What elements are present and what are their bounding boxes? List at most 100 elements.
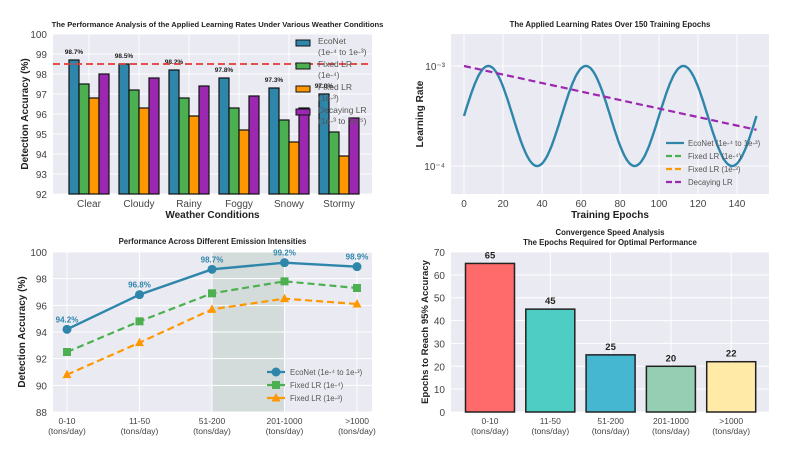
y-tick-label: 0 bbox=[439, 408, 445, 419]
data-label: 99.2% bbox=[273, 249, 296, 258]
legend-label: Fixed LR (1e-³) bbox=[318, 82, 352, 103]
data-point bbox=[352, 299, 362, 308]
bar bbox=[268, 87, 280, 195]
y-tick-label: 100 bbox=[30, 248, 47, 259]
y-tick-label: 88 bbox=[36, 408, 48, 419]
x-tick-label: Foggy bbox=[225, 199, 253, 210]
y-tick-label: 92 bbox=[36, 355, 48, 366]
data-point bbox=[135, 317, 144, 326]
x-tick-label: 0-10 (tons/day) bbox=[471, 416, 509, 436]
x-tick-label-line: (tons/day) bbox=[266, 426, 304, 436]
data-point bbox=[207, 304, 217, 313]
y-tick-label: 50 bbox=[434, 294, 446, 305]
y-tick-label: 94 bbox=[36, 328, 48, 339]
legend-label: Fixed LR (1e-⁴) bbox=[688, 152, 742, 161]
legend-label-line: Decaying LR bbox=[318, 105, 367, 115]
y-tick-label: 92 bbox=[36, 190, 48, 201]
legend: EcoNet (1e-⁴ to 1e-³) Fixed LR (1e-⁴) Fixe… bbox=[666, 139, 761, 187]
y-tick-label: 10⁻⁴ bbox=[424, 162, 445, 173]
data-label: 45 bbox=[545, 296, 556, 307]
legend-label-line: Fixed LR bbox=[318, 82, 352, 92]
y-tick-label: 10 bbox=[434, 385, 446, 396]
bar bbox=[148, 77, 160, 195]
bar bbox=[705, 360, 757, 413]
data-label: 98.7% bbox=[65, 49, 84, 56]
data-label: 65 bbox=[485, 250, 496, 261]
bar bbox=[128, 89, 140, 195]
bar bbox=[138, 107, 150, 195]
y-tick-label: 40 bbox=[434, 317, 446, 328]
data-label: 97.8% bbox=[215, 67, 234, 74]
chart-lr: 0 20 40 60 80 100 120 140 10⁻³ 10⁻⁴ EcoNet (1e-⁴ t… bbox=[415, 20, 769, 221]
data-label: 20 bbox=[666, 353, 677, 364]
bar bbox=[348, 117, 360, 195]
x-tick-label: Clear bbox=[77, 199, 102, 210]
data-point bbox=[353, 284, 361, 292]
x-tick-label: Cloudy bbox=[123, 199, 154, 210]
x-tick-label-line: (tons/day) bbox=[338, 426, 376, 436]
x-tick-label-line: (tons/day) bbox=[193, 426, 231, 436]
bar bbox=[188, 115, 200, 195]
bar bbox=[288, 141, 300, 195]
legend-marker bbox=[271, 367, 281, 377]
legend-label: Fixed LR (1e-³) bbox=[290, 394, 343, 403]
legend-label-line: EcoNet bbox=[318, 36, 347, 46]
x-tick-label: 51-200 (tons/day) bbox=[193, 416, 231, 436]
x-tick-label-line: (tons/day) bbox=[121, 426, 159, 436]
bar bbox=[248, 95, 260, 195]
y-axis-label: Learning Rate bbox=[415, 80, 426, 147]
data-point bbox=[135, 337, 144, 347]
x-tick-label: 51-200 (tons/day) bbox=[592, 416, 630, 436]
data-point bbox=[352, 262, 362, 272]
x-tick-label-line: 0-10 bbox=[481, 416, 498, 426]
legend-label-line: (1e-³) bbox=[318, 93, 339, 103]
y-tick-label: 96 bbox=[36, 110, 48, 121]
y-tick-label: 30 bbox=[434, 339, 446, 350]
bar bbox=[78, 83, 90, 195]
y-tick-label: 98 bbox=[36, 275, 48, 286]
data-point bbox=[280, 277, 289, 286]
x-tick-label-line: 201-1000 bbox=[653, 416, 689, 426]
legend-label: EcoNet (1e-⁴ to 1e-³) bbox=[318, 36, 367, 57]
data-label: 96.8% bbox=[128, 281, 151, 290]
legend-label: EcoNet (1e-⁴ to 1e-³) bbox=[290, 368, 363, 377]
x-tick-label: >1000 (tons/day) bbox=[712, 416, 750, 436]
bar bbox=[525, 308, 576, 413]
bar bbox=[238, 129, 250, 195]
x-tick-label: 11-50 (tons/day) bbox=[531, 416, 569, 436]
bar bbox=[338, 155, 350, 195]
bar bbox=[218, 77, 230, 195]
x-tick-label-line: >1000 bbox=[345, 416, 369, 426]
legend-label-line: (1e-³ to 1e-⁵) bbox=[318, 116, 367, 126]
chart-title: Performance Across Different Emission In… bbox=[119, 237, 307, 246]
legend-label: Decaying LR bbox=[688, 178, 733, 187]
bar bbox=[278, 119, 290, 195]
data-label: 98.2% bbox=[165, 59, 184, 66]
x-tick-label: >1000 (tons/day) bbox=[338, 416, 376, 436]
chart-title: The Applied Learning Rates Over 150 Trai… bbox=[510, 20, 711, 29]
y-tick-label: 60 bbox=[434, 271, 446, 282]
y-tick-label: 93 bbox=[36, 170, 48, 181]
data-label: 22 bbox=[726, 349, 737, 360]
x-axis-label: Training Epochs bbox=[571, 210, 649, 221]
y-axis-label: Detection Accuracy (%) bbox=[17, 276, 28, 387]
legend-swatch bbox=[295, 108, 311, 116]
y-tick-label: 10⁻³ bbox=[425, 62, 445, 73]
legend-swatch bbox=[295, 85, 311, 93]
chart-title-line: Convergence Speed Analysis bbox=[556, 228, 666, 237]
x-tick-label: 120 bbox=[690, 199, 707, 210]
data-label: 98.9% bbox=[346, 253, 369, 262]
x-tick-label-line: >1000 bbox=[719, 416, 743, 426]
chart-title: Convergence Speed Analysis The Epochs Req… bbox=[523, 228, 697, 247]
data-label: 98.5% bbox=[115, 53, 134, 60]
x-tick-label: Rainy bbox=[176, 199, 202, 210]
x-tick-label-line: (tons/day) bbox=[652, 426, 690, 436]
x-tick-label: Snowy bbox=[274, 199, 304, 210]
bar bbox=[68, 59, 80, 195]
y-tick-label: 97 bbox=[36, 90, 48, 101]
y-tick-label: 96 bbox=[36, 301, 48, 312]
x-tick-label: Stormy bbox=[323, 199, 355, 210]
series-econet-line bbox=[462, 64, 758, 168]
x-tick-label-line: 11-50 bbox=[129, 416, 150, 426]
